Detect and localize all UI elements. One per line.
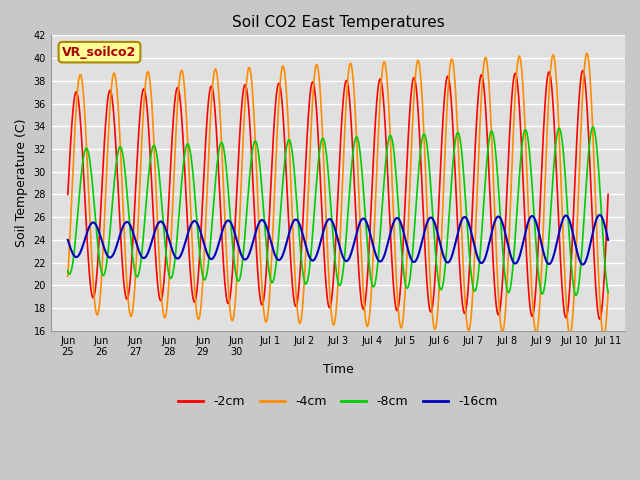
-16cm bbox=[589, 231, 596, 237]
-4cm bbox=[92, 305, 99, 311]
Line: -4cm: -4cm bbox=[68, 53, 608, 336]
-2cm bbox=[589, 225, 596, 231]
-2cm bbox=[312, 103, 320, 108]
-8cm bbox=[312, 184, 320, 190]
-16cm bbox=[64, 237, 72, 243]
-8cm bbox=[326, 199, 334, 205]
-16cm bbox=[326, 216, 334, 222]
-4cm bbox=[589, 126, 596, 132]
Legend: -2cm, -4cm, -8cm, -16cm: -2cm, -4cm, -8cm, -16cm bbox=[173, 390, 502, 413]
-4cm bbox=[604, 289, 612, 295]
-16cm bbox=[312, 253, 320, 259]
-2cm bbox=[589, 219, 596, 225]
-8cm bbox=[64, 268, 72, 274]
-4cm bbox=[326, 301, 334, 307]
-2cm bbox=[604, 192, 612, 197]
-8cm bbox=[589, 124, 597, 130]
-16cm bbox=[604, 237, 612, 243]
-16cm bbox=[490, 224, 497, 229]
-2cm bbox=[579, 68, 586, 73]
-2cm bbox=[326, 303, 334, 309]
-4cm bbox=[583, 50, 591, 56]
X-axis label: Time: Time bbox=[323, 363, 353, 376]
-16cm bbox=[589, 230, 596, 236]
-2cm bbox=[490, 261, 497, 267]
Title: Soil CO2 East Temperatures: Soil CO2 East Temperatures bbox=[232, 15, 444, 30]
-16cm bbox=[596, 212, 604, 218]
-4cm bbox=[490, 173, 497, 179]
Line: -16cm: -16cm bbox=[68, 215, 608, 264]
Line: -2cm: -2cm bbox=[68, 71, 608, 319]
-8cm bbox=[604, 289, 612, 295]
-2cm bbox=[596, 316, 604, 322]
-2cm bbox=[64, 192, 72, 197]
-4cm bbox=[64, 273, 72, 279]
-8cm bbox=[92, 215, 99, 221]
-2cm bbox=[92, 286, 99, 292]
-4cm bbox=[600, 334, 607, 339]
-8cm bbox=[490, 132, 497, 138]
-4cm bbox=[312, 62, 320, 68]
-8cm bbox=[589, 124, 596, 130]
Line: -8cm: -8cm bbox=[68, 127, 608, 295]
-16cm bbox=[92, 221, 99, 227]
-16cm bbox=[579, 262, 586, 267]
-8cm bbox=[572, 292, 580, 298]
-4cm bbox=[589, 120, 596, 126]
-8cm bbox=[589, 124, 596, 130]
Text: VR_soilco2: VR_soilco2 bbox=[62, 46, 137, 59]
Y-axis label: Soil Temperature (C): Soil Temperature (C) bbox=[15, 119, 28, 247]
